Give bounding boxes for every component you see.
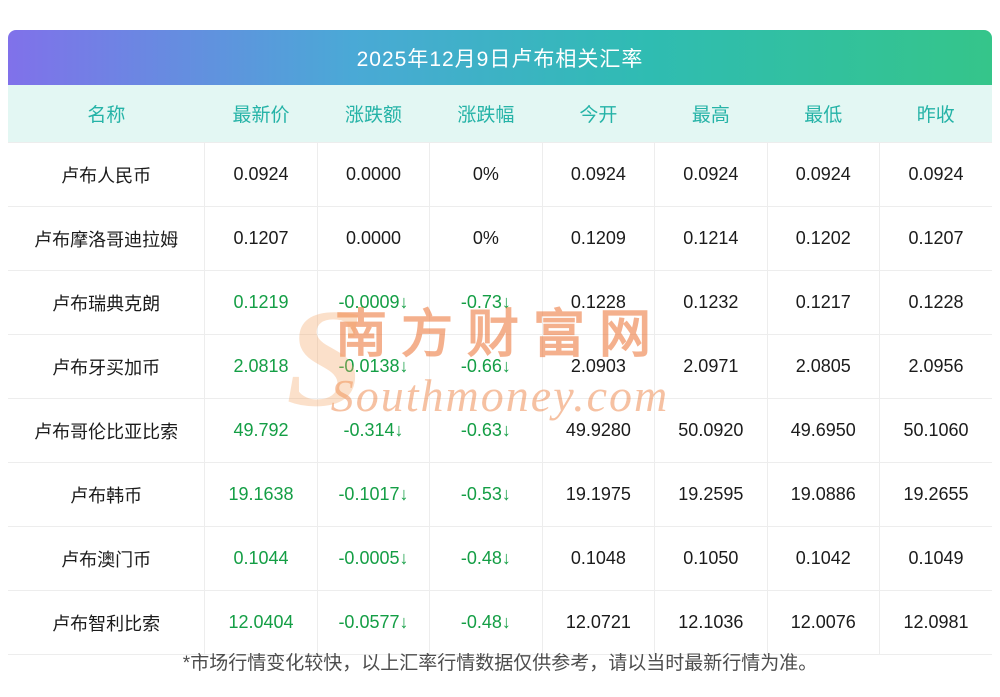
value-cell: 0.1214 <box>654 206 768 271</box>
value-cell: -0.66↓ <box>429 334 543 399</box>
value-cell: -0.0577↓ <box>317 590 431 655</box>
value-cell: -0.0009↓ <box>317 270 431 335</box>
column-header-2: 涨跌额 <box>317 85 430 143</box>
value-cell: -0.63↓ <box>429 398 543 463</box>
value-cell: 19.1975 <box>542 462 656 527</box>
value-cell: -0.0005↓ <box>317 526 431 591</box>
table-row: 卢布澳门币 0.1044 -0.0005↓ -0.48↓ 0.1048 0.1050 0.1… <box>8 526 992 591</box>
table-row: 卢布摩洛哥迪拉姆 0.1207 0.0000 0% 0.1209 0.1214 0.1202… <box>8 206 992 271</box>
value-cell: 2.0903 <box>542 334 656 399</box>
currency-name-cell: 卢布瑞典克朗 <box>8 270 206 335</box>
table-row: 卢布瑞典克朗 0.1219 -0.0009↓ -0.73↓ 0.1228 0.1232 0.… <box>8 270 992 335</box>
value-cell: 0.0924 <box>204 142 318 207</box>
column-header-0: 名称 <box>8 85 205 143</box>
table-row: 卢布牙买加币 2.0818 -0.0138↓ -0.66↓ 2.0903 2.0971 2.… <box>8 334 992 399</box>
column-header-1: 最新价 <box>204 85 318 143</box>
value-cell: 49.9280 <box>542 398 656 463</box>
value-cell: 12.0981 <box>879 590 992 655</box>
value-cell: 2.0818 <box>204 334 318 399</box>
currency-name-cell: 卢布韩币 <box>8 462 206 527</box>
value-cell: 12.0404 <box>204 590 318 655</box>
value-cell: 0.0924 <box>542 142 656 207</box>
value-cell: 0.1048 <box>542 526 656 591</box>
value-cell: 0% <box>429 142 543 207</box>
value-cell: 19.1638 <box>204 462 318 527</box>
currency-name-cell: 卢布澳门币 <box>8 526 206 591</box>
value-cell: 12.0076 <box>767 590 881 655</box>
value-cell: -0.48↓ <box>429 526 543 591</box>
value-cell: 0.1207 <box>204 206 318 271</box>
value-cell: -0.53↓ <box>429 462 543 527</box>
value-cell: -0.73↓ <box>429 270 543 335</box>
value-cell: 0.0924 <box>767 142 881 207</box>
value-cell: -0.0138↓ <box>317 334 431 399</box>
column-header-5: 最高 <box>654 85 768 143</box>
value-cell: 0% <box>429 206 543 271</box>
rate-table: 名称 最新价 涨跌额 涨跌幅 今开 最高 最低 昨收 卢布人民币 0.0924 0.0000 0% 0… <box>8 85 992 655</box>
value-cell: 2.0971 <box>654 334 768 399</box>
value-cell: 0.1232 <box>654 270 768 335</box>
value-cell: 2.0805 <box>767 334 881 399</box>
value-cell: 0.0000 <box>317 206 431 271</box>
table-header-row: 名称 最新价 涨跌额 涨跌幅 今开 最高 最低 昨收 <box>8 85 992 143</box>
value-cell: 19.2655 <box>879 462 992 527</box>
table-row: 卢布哥伦比亚比索 49.792 -0.314↓ -0.63↓ 49.9280 50.092… <box>8 398 992 463</box>
value-cell: 0.1050 <box>654 526 768 591</box>
value-cell: 0.1049 <box>879 526 992 591</box>
value-cell: 12.1036 <box>654 590 768 655</box>
value-cell: 0.1207 <box>879 206 992 271</box>
value-cell: 0.1217 <box>767 270 881 335</box>
value-cell: 2.0956 <box>879 334 992 399</box>
currency-name-cell: 卢布人民币 <box>8 142 206 207</box>
currency-name-cell: 卢布牙买加币 <box>8 334 206 399</box>
value-cell: 0.1219 <box>204 270 318 335</box>
table-row: 卢布智利比索 12.0404 -0.0577↓ -0.48↓ 12.0721 12.103… <box>8 590 992 655</box>
value-cell: 0.1042 <box>767 526 881 591</box>
value-cell: 49.6950 <box>767 398 881 463</box>
value-cell: 19.0886 <box>767 462 881 527</box>
value-cell: 0.1228 <box>879 270 992 335</box>
currency-name-cell: 卢布智利比索 <box>8 590 206 655</box>
value-cell: 50.0920 <box>654 398 768 463</box>
value-cell: 0.1044 <box>204 526 318 591</box>
value-cell: 0.1228 <box>542 270 656 335</box>
currency-name-cell: 卢布摩洛哥迪拉姆 <box>8 206 206 271</box>
column-header-6: 最低 <box>767 85 880 143</box>
value-cell: -0.314↓ <box>317 398 431 463</box>
value-cell: 0.0924 <box>879 142 992 207</box>
value-cell: 0.0924 <box>654 142 768 207</box>
page-title: 2025年12月9日卢布相关汇率 <box>8 30 992 85</box>
value-cell: 0.1202 <box>767 206 881 271</box>
value-cell: -0.48↓ <box>429 590 543 655</box>
disclaimer-text: *市场行情变化较快，以上汇率行情数据仅供参考，请以当时最新行情为准。 <box>182 653 818 674</box>
value-cell: 50.1060 <box>879 398 992 463</box>
value-cell: 0.0000 <box>317 142 431 207</box>
value-cell: 19.2595 <box>654 462 768 527</box>
value-cell: 12.0721 <box>542 590 656 655</box>
value-cell: 49.792 <box>204 398 318 463</box>
column-header-4: 今开 <box>542 85 655 143</box>
column-header-7: 昨收 <box>879 85 992 143</box>
currency-name-cell: 卢布哥伦比亚比索 <box>8 398 206 463</box>
column-header-3: 涨跌幅 <box>429 85 543 143</box>
table-row: 卢布韩币 19.1638 -0.1017↓ -0.53↓ 19.1975 19.2595 1… <box>8 462 992 527</box>
table-body: 卢布人民币 0.0924 0.0000 0% 0.0924 0.0924 0.0924 0.0… <box>8 142 992 655</box>
value-cell: -0.1017↓ <box>317 462 431 527</box>
value-cell: 0.1209 <box>542 206 656 271</box>
table-row: 卢布人民币 0.0924 0.0000 0% 0.0924 0.0924 0.0924 0.0… <box>8 142 992 207</box>
